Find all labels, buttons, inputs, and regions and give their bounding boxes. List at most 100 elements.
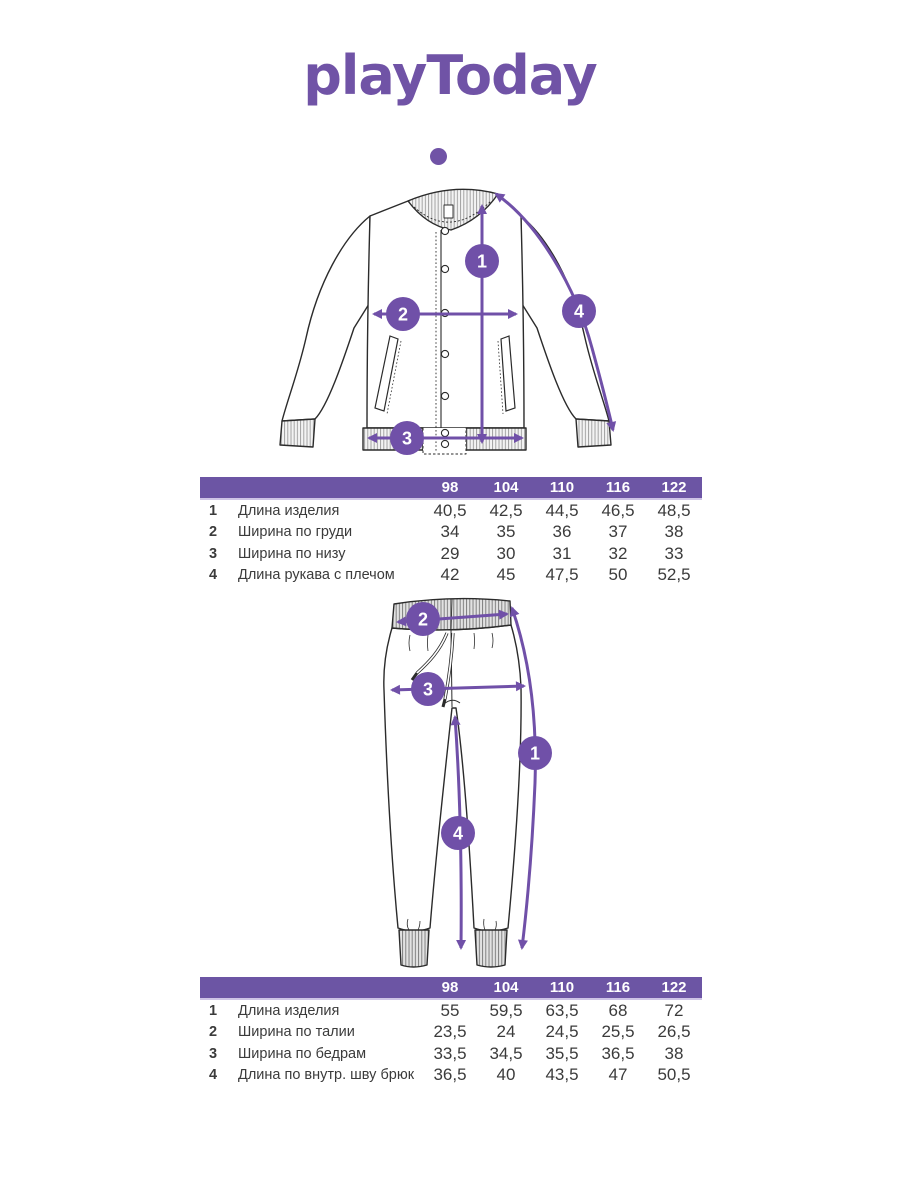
size-column-header: 122 (661, 479, 687, 496)
measurement-row: 1 Длина изделия 40,5 42,5 44,5 46,5 48,5 (200, 500, 702, 522)
jacket-placket (435, 226, 450, 452)
row-number: 4 (208, 567, 218, 584)
jacket-pocket-left-stitch (386, 340, 402, 415)
measurement-value: 44,5 (545, 500, 579, 520)
measurement-row: 3 Ширина по низу 29 30 31 32 33 (200, 543, 702, 565)
row-number: 2 (208, 524, 218, 541)
measurement-value: 36 (552, 522, 572, 542)
measurement-value: 36,5 (601, 1043, 635, 1063)
measurement-value: 63,5 (545, 1000, 579, 1020)
size-table-pants: 98 104 110 116 122 1 Длина изделия 55 59,5 63,5 6… (200, 977, 702, 1086)
jacket-marker-1-num: 1 (477, 252, 487, 272)
size-table-header: 98 104 110 116 122 (200, 477, 702, 500)
pants-marker-2-num: 2 (418, 610, 428, 630)
measurement-value: 23,5 (433, 1022, 467, 1042)
measurement-value: 42,5 (489, 500, 523, 520)
measurement-value: 33 (664, 543, 684, 563)
measurement-value: 25,5 (601, 1022, 635, 1042)
measurement-label: Ширина по талии (238, 1024, 355, 1041)
jacket-left-cuff (279, 418, 316, 448)
jacket-right-cuff (575, 418, 612, 448)
pants-marker-1-num: 1 (530, 744, 540, 764)
pants-measurement-diagram: 2 3 1 4 (383, 597, 552, 968)
measurement-label: Длина изделия (238, 1002, 340, 1019)
measurement-label: Ширина по груди (238, 524, 353, 541)
size-column-header: 98 (441, 479, 459, 496)
measurement-value: 43,5 (545, 1065, 579, 1085)
measurement-row: 2 Ширина по груди 34 35 36 37 38 (200, 522, 702, 544)
jacket-snap-buttons (440, 226, 450, 449)
jacket-arrow-sleeve (494, 192, 617, 432)
size-column-header: 104 (493, 979, 519, 996)
pants-right-ankle-cuff (474, 929, 508, 968)
measurement-value: 72 (664, 1000, 684, 1020)
measurement-value: 59,5 (489, 1000, 523, 1020)
measurement-label: Длина изделия (238, 502, 340, 519)
measurement-row: 4 Длина рукава с плечом 42 45 47,5 50 52,5 (200, 565, 702, 587)
size-column-header: 122 (661, 979, 687, 996)
measurement-value: 48,5 (657, 500, 691, 520)
measurement-value: 24,5 (545, 1022, 579, 1042)
measurement-value: 26,5 (657, 1022, 691, 1042)
measurement-label: Длина по внутр. шву брюк (238, 1067, 415, 1084)
row-number: 3 (208, 1045, 218, 1062)
measurement-value: 50,5 (657, 1065, 691, 1085)
measurement-row: 3 Ширина по бедрам 33,5 34,5 35,5 36,5 38 (200, 1043, 702, 1065)
row-number: 1 (208, 1002, 218, 1019)
jacket-marker-2: 2 (386, 297, 420, 331)
jacket-pocket-left (374, 335, 399, 412)
measurement-value: 38 (664, 522, 684, 542)
jacket-left-sleeve (281, 215, 371, 422)
measurement-value: 46,5 (601, 500, 635, 520)
pants-marker-2: 2 (406, 602, 440, 636)
brand-logo-text: playToday (303, 44, 598, 107)
measurement-value: 35,5 (545, 1043, 579, 1063)
row-number: 3 (208, 545, 218, 562)
pants-marker-3-num: 3 (423, 680, 433, 700)
jacket-marker-4: 4 (562, 294, 596, 328)
jacket-marker-2-num: 2 (398, 305, 408, 325)
measurement-value: 38 (664, 1043, 684, 1063)
measurement-value: 33,5 (433, 1043, 467, 1063)
measurement-value: 42 (440, 565, 460, 585)
size-table-header: 98 104 110 116 122 (200, 977, 702, 1000)
jacket-hanger-loop (443, 204, 454, 219)
measurement-value: 50 (608, 565, 628, 585)
size-column-header: 98 (441, 979, 459, 996)
brand-logo: playToday (0, 44, 900, 165)
measurement-value: 31 (552, 543, 572, 563)
row-number: 1 (208, 502, 218, 519)
measurement-label: Длина рукава с плечом (238, 567, 395, 584)
jacket-marker-3: 3 (390, 421, 424, 455)
measurement-row: 4 Длина по внутр. шву брюк 36,5 40 43,5 47 50,… (200, 1065, 702, 1087)
pants-marker-3: 3 (411, 672, 445, 706)
measurement-value: 40 (496, 1065, 516, 1085)
jacket-marker-3-num: 3 (402, 429, 412, 449)
measurement-value: 30 (496, 543, 516, 563)
size-column-header: 110 (549, 479, 575, 496)
measurement-value: 52,5 (657, 565, 691, 585)
size-column-header: 104 (493, 479, 519, 496)
measurement-value: 55 (440, 1000, 460, 1020)
jacket-measurement-diagram: 1 2 3 4 (279, 188, 617, 455)
pants-legs (383, 624, 522, 932)
jacket-marker-1: 1 (465, 244, 499, 278)
measurement-value: 47,5 (545, 565, 579, 585)
measurement-row: 1 Длина изделия 55 59,5 63,5 68 72 (200, 1000, 702, 1022)
measurement-value: 35 (496, 522, 516, 542)
pants-gather-lines (406, 632, 497, 931)
measurement-row: 2 Ширина по талии 23,5 24 24,5 25,5 26,5 (200, 1022, 702, 1044)
measurement-value: 29 (440, 543, 460, 563)
measurement-value: 45 (496, 565, 516, 585)
row-number: 2 (208, 1024, 218, 1041)
jacket-marker-4-num: 4 (574, 302, 584, 322)
brand-logo-dot-icon (430, 148, 447, 165)
size-table-jacket: 98 104 110 116 122 1 Длина изделия 40,5 42,5 44,… (200, 477, 702, 586)
measurement-value: 68 (608, 1000, 628, 1020)
pants-arrow-side-length (509, 606, 537, 950)
size-column-header: 116 (605, 479, 631, 496)
measurement-value: 32 (608, 543, 628, 563)
size-column-header: 110 (549, 979, 575, 996)
measurement-value: 40,5 (433, 500, 467, 520)
size-column-header: 116 (605, 979, 631, 996)
